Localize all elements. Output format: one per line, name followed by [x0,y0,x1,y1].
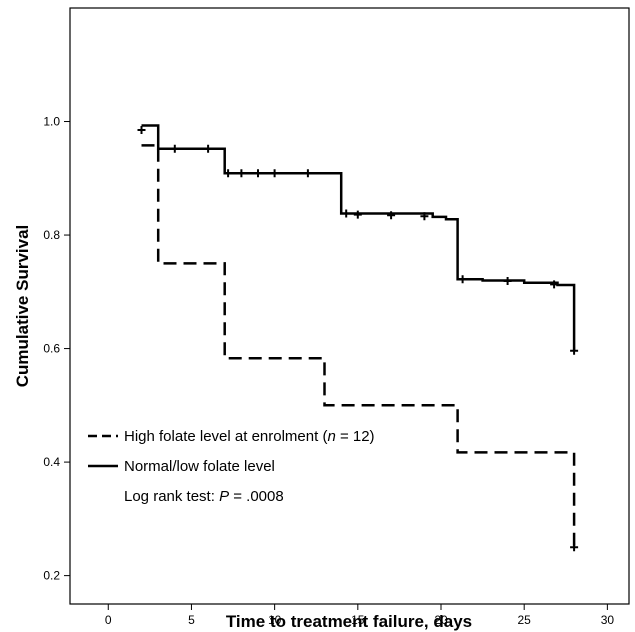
censor-mark [204,144,213,153]
x-tick-label: 10 [268,613,282,627]
censor-mark [353,210,362,219]
censor-mark [170,144,179,153]
censor-mark [570,346,579,355]
censor-mark [570,543,579,552]
censor-mark [342,209,351,218]
y-tick-label: 0.2 [43,569,60,583]
censor-mark [458,275,467,284]
x-tick-label: 15 [351,613,365,627]
censor-mark [224,169,233,178]
censor-mark [254,169,262,178]
x-axis: 0 5 10 15 20 25 30 [105,604,614,627]
censor-mark [237,169,246,178]
censor-mark [550,280,559,289]
x-tick-label: 0 [105,613,112,627]
censor-mark [303,169,312,178]
y-axis-title: Cumulative Survival [13,225,32,388]
series-line-high-folate [141,144,576,548]
x-tick-label: 20 [434,613,448,627]
y-tick-label: 0.8 [43,228,60,242]
y-tick-label: 1.0 [43,115,60,129]
censor-mark [420,212,429,221]
censor-mark [137,126,146,134]
series-group [137,124,579,552]
y-tick-label: 0.4 [43,455,60,469]
x-axis-title: Time to treatment failure, days [226,612,472,631]
x-tick-label: 5 [188,613,195,627]
legend: High folate level at enrolment (n = 12) … [88,428,375,505]
x-tick-label: 30 [601,613,615,627]
x-tick-label: 25 [518,613,532,627]
censor-mark [387,211,396,220]
plot-frame [69,7,630,605]
censor-mark [503,277,512,285]
y-tick-label: 0.6 [43,342,60,356]
censor-mark [270,169,279,178]
legend-entry-normal-folate: Normal/low folate level [124,458,275,475]
y-axis: 0.2 0.4 0.6 0.8 1.0 [43,115,70,583]
legend-entry-high-folate: High folate level at enrolment (n = 12) [124,428,375,445]
log-rank-note: Log rank test: P = .0008 [124,488,284,505]
series-line-normal-low-folate [141,124,576,351]
